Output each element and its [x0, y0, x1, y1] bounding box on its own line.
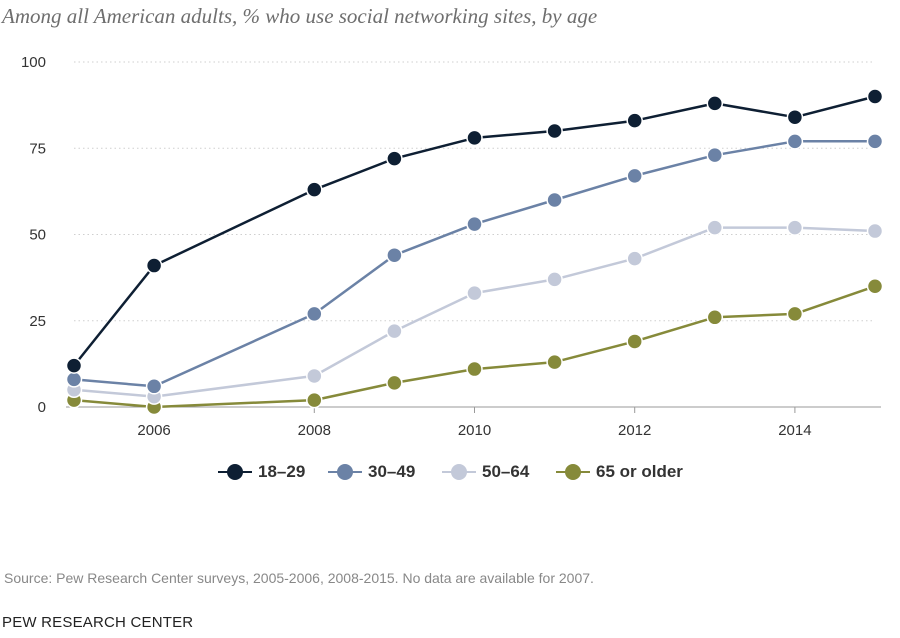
x-tick-label: 2008	[298, 422, 331, 439]
data-point	[466, 215, 483, 233]
data-point	[866, 278, 884, 295]
legend-marker	[565, 464, 581, 480]
data-point	[386, 246, 403, 264]
legend-marker	[227, 464, 243, 480]
series-line-1	[73, 140, 875, 388]
series-points	[65, 88, 884, 416]
legend-marker	[451, 464, 467, 480]
legend-swatch	[556, 464, 590, 480]
data-point	[626, 250, 643, 267]
y-tick-label: 25	[29, 313, 46, 330]
data-point	[706, 146, 724, 164]
data-point	[546, 271, 563, 288]
data-point	[145, 378, 163, 395]
data-point	[786, 133, 804, 150]
legend-swatch	[218, 464, 252, 480]
line-chart: 0 25 50 75 100 2006 2008 2010 2012 2014	[21, 54, 884, 439]
x-tick-label: 2010	[458, 422, 491, 439]
data-point	[386, 150, 403, 167]
data-point	[306, 305, 323, 323]
source-note: Source: Pew Research Center surveys, 200…	[4, 570, 594, 586]
data-point	[466, 284, 483, 302]
series-lines	[73, 95, 876, 409]
data-point	[466, 360, 483, 378]
legend-label: 50–64	[482, 462, 530, 481]
data-point	[706, 219, 724, 236]
y-axis-ticks: 0 25 50 75 100	[21, 54, 46, 416]
x-tick-label: 2006	[137, 422, 170, 439]
legend-label: 18–29	[258, 462, 306, 481]
data-point	[65, 371, 83, 388]
legend-swatch	[442, 464, 476, 480]
legend-item: 65 or older	[556, 458, 683, 486]
legend-item: 30–49	[328, 458, 415, 486]
y-tick-label: 0	[38, 399, 46, 416]
data-point	[866, 133, 884, 150]
y-tick-label: 50	[29, 227, 46, 244]
y-tick-label: 100	[21, 54, 46, 71]
x-tick-label: 2014	[778, 422, 811, 439]
data-point	[546, 122, 563, 140]
data-point	[706, 309, 724, 326]
data-point	[546, 191, 563, 209]
data-point	[65, 357, 83, 374]
data-point	[626, 112, 643, 129]
legend-label: 30–49	[368, 462, 416, 481]
series-line-3	[73, 285, 876, 409]
gridlines	[74, 61, 875, 322]
legend-item: 50–64	[442, 458, 529, 486]
data-point	[306, 181, 323, 198]
legend-swatch	[328, 464, 362, 480]
data-point	[306, 367, 323, 385]
data-point	[866, 222, 884, 240]
data-point	[626, 333, 643, 350]
data-point	[786, 108, 804, 126]
data-point	[145, 257, 163, 274]
data-point	[706, 95, 724, 112]
legend-item: 18–29	[218, 458, 305, 486]
y-tick-label: 75	[29, 140, 46, 157]
legend: 18–29 30–49 50–64 65 or older	[0, 458, 900, 486]
data-point	[786, 305, 804, 323]
data-point	[626, 167, 643, 185]
data-point	[466, 129, 483, 147]
chart-title: Among all American adults, % who use soc…	[2, 4, 598, 28]
data-point	[386, 374, 403, 392]
legend-label: 65 or older	[596, 462, 683, 481]
data-point	[866, 88, 884, 105]
x-tick-label: 2012	[618, 422, 651, 439]
data-point	[386, 322, 403, 340]
x-axis: 2006 2008 2010 2012 2014	[66, 406, 881, 439]
data-point	[306, 391, 323, 409]
data-point	[546, 353, 563, 371]
data-point	[786, 219, 804, 236]
brand-name: PEW RESEARCH CENTER	[2, 614, 194, 631]
series-line-2	[73, 226, 876, 398]
legend-marker	[337, 464, 353, 480]
series-line-0	[73, 95, 876, 367]
